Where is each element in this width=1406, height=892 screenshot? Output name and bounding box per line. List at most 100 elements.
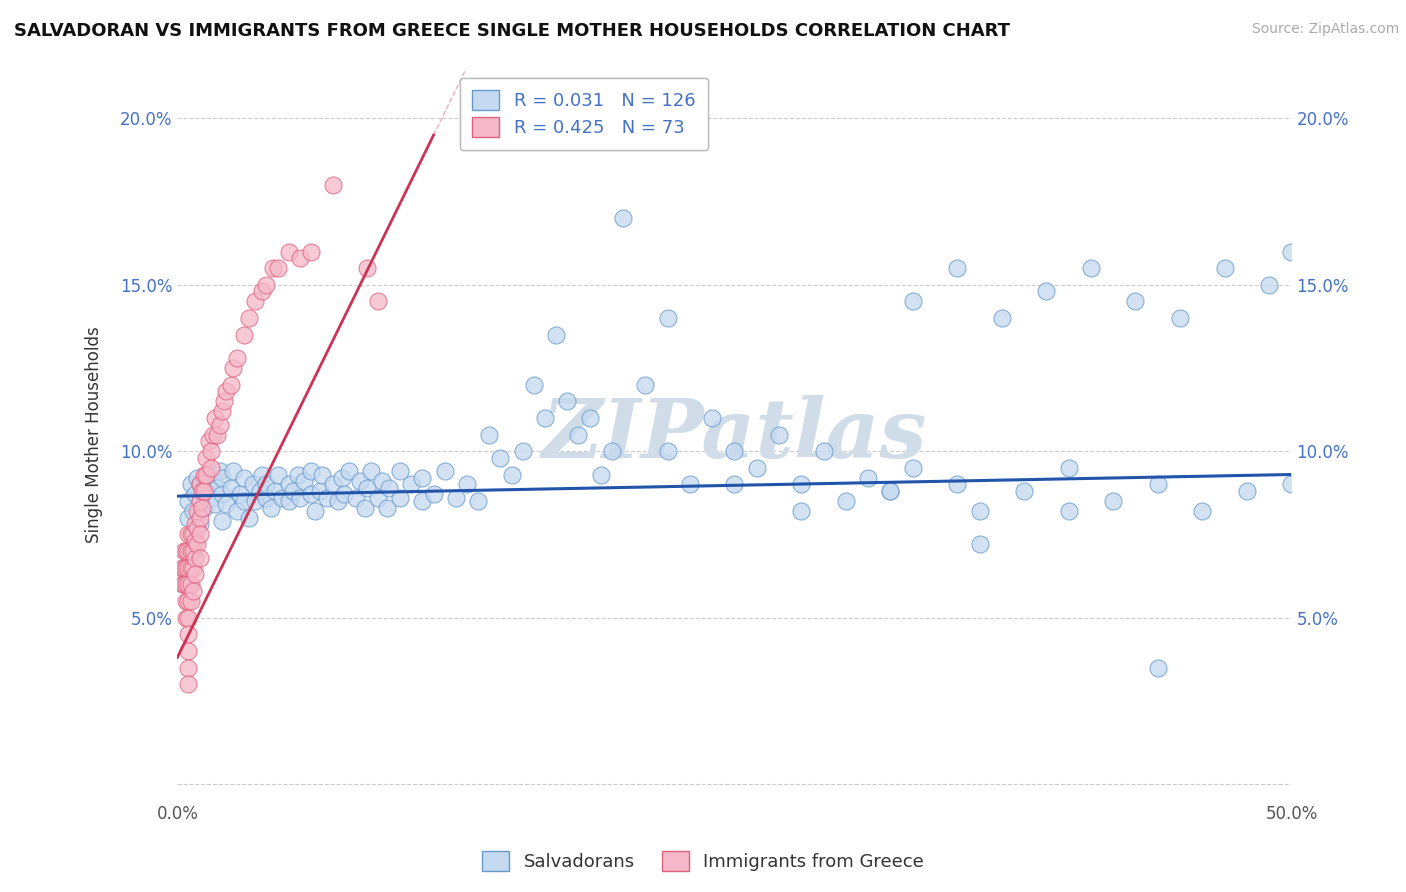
- Point: [180, 527, 202, 541]
- Point: [184, 567, 207, 582]
- Point: [901, 294, 924, 309]
- Point: [177, 594, 200, 608]
- Point: [184, 550, 207, 565]
- Point: [411, 471, 433, 485]
- Point: [422, 487, 444, 501]
- Point: [177, 644, 200, 658]
- Point: [969, 537, 991, 551]
- Point: [299, 487, 322, 501]
- Point: [233, 471, 256, 485]
- Point: [219, 377, 242, 392]
- Point: [207, 481, 229, 495]
- Point: [186, 521, 208, 535]
- Point: [578, 411, 600, 425]
- Point: [657, 444, 679, 458]
- Point: [184, 517, 207, 532]
- Point: [1236, 484, 1258, 499]
- Point: [271, 491, 294, 505]
- Point: [367, 294, 389, 309]
- Point: [212, 394, 235, 409]
- Point: [181, 560, 204, 574]
- Point: [180, 560, 202, 574]
- Point: [337, 464, 360, 478]
- Point: [813, 444, 835, 458]
- Point: [790, 477, 813, 491]
- Point: [349, 474, 371, 488]
- Point: [215, 384, 238, 399]
- Point: [174, 594, 197, 608]
- Point: [211, 487, 233, 501]
- Point: [433, 464, 456, 478]
- Y-axis label: Single Mother Households: Single Mother Households: [86, 326, 103, 543]
- Point: [1281, 244, 1303, 259]
- Point: [456, 477, 478, 491]
- Point: [233, 494, 256, 508]
- Point: [567, 427, 589, 442]
- Point: [723, 477, 745, 491]
- Point: [211, 514, 233, 528]
- Point: [177, 660, 200, 674]
- Point: [242, 477, 264, 491]
- Point: [534, 411, 557, 425]
- Point: [512, 444, 534, 458]
- Point: [879, 484, 901, 499]
- Point: [256, 277, 278, 292]
- Point: [174, 610, 197, 624]
- Point: [322, 178, 344, 192]
- Point: [238, 510, 260, 524]
- Point: [679, 477, 702, 491]
- Point: [835, 494, 858, 508]
- Point: [723, 444, 745, 458]
- Point: [173, 560, 195, 574]
- Point: [546, 327, 568, 342]
- Point: [288, 491, 311, 505]
- Point: [264, 484, 287, 499]
- Point: [177, 527, 200, 541]
- Point: [1191, 504, 1213, 518]
- Point: [356, 481, 378, 495]
- Point: [193, 500, 215, 515]
- Point: [969, 504, 991, 518]
- Point: [215, 498, 238, 512]
- Point: [188, 550, 211, 565]
- Point: [1168, 311, 1191, 326]
- Point: [260, 500, 283, 515]
- Point: [353, 500, 375, 515]
- Point: [191, 484, 214, 499]
- Point: [181, 504, 204, 518]
- Point: [745, 460, 768, 475]
- Point: [177, 544, 200, 558]
- Point: [188, 494, 211, 508]
- Point: [444, 491, 467, 505]
- Point: [315, 491, 337, 505]
- Point: [184, 534, 207, 549]
- Point: [555, 394, 578, 409]
- Point: [180, 594, 202, 608]
- Point: [177, 610, 200, 624]
- Point: [367, 491, 389, 505]
- Point: [700, 411, 723, 425]
- Point: [177, 494, 200, 508]
- Point: [174, 544, 197, 558]
- Point: [478, 427, 501, 442]
- Point: [181, 527, 204, 541]
- Point: [856, 471, 879, 485]
- Text: SALVADORAN VS IMMIGRANTS FROM GREECE SINGLE MOTHER HOUSEHOLDS CORRELATION CHART: SALVADORAN VS IMMIGRANTS FROM GREECE SIN…: [14, 22, 1010, 40]
- Point: [245, 294, 267, 309]
- Point: [177, 560, 200, 574]
- Point: [226, 351, 249, 365]
- Point: [401, 477, 423, 491]
- Point: [283, 484, 305, 499]
- Point: [634, 377, 657, 392]
- Point: [193, 484, 215, 499]
- Point: [375, 500, 398, 515]
- Point: [333, 487, 356, 501]
- Point: [277, 494, 299, 508]
- Point: [389, 464, 412, 478]
- Point: [360, 464, 382, 478]
- Point: [1012, 484, 1035, 499]
- Point: [901, 460, 924, 475]
- Point: [356, 261, 378, 276]
- Point: [277, 477, 299, 491]
- Point: [200, 460, 222, 475]
